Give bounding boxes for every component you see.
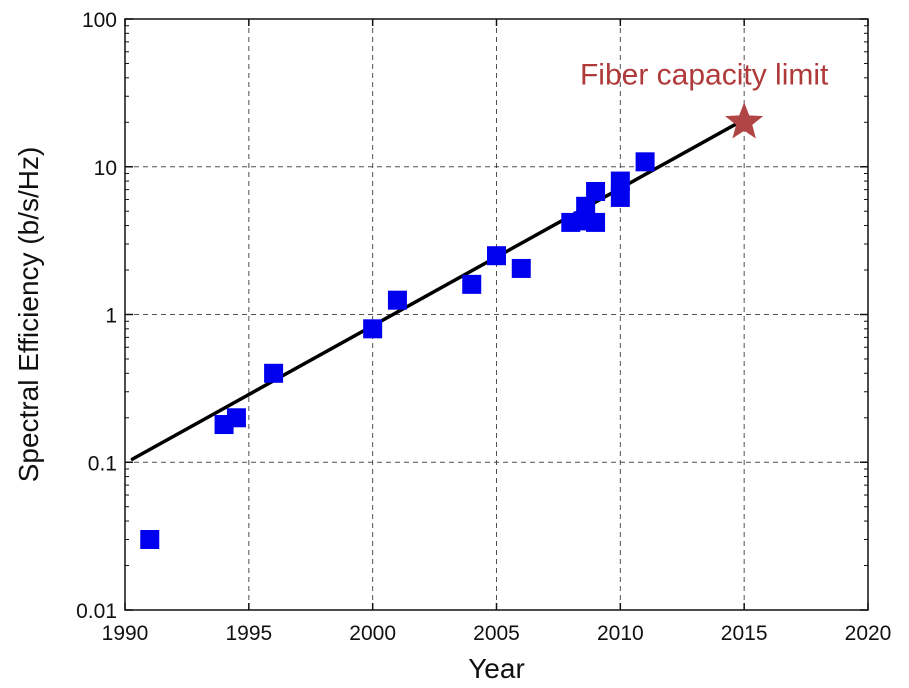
annotations: Fiber capacity limit	[580, 58, 829, 139]
data-point	[487, 246, 506, 266]
trend-lines	[130, 120, 741, 461]
x-tick-label: 2015	[721, 622, 768, 645]
x-tick-label: 1995	[225, 622, 272, 645]
tick-marks	[124, 18, 869, 611]
x-tick-labels: 1990 1995 2000 2005 2010 2015 2020	[102, 622, 892, 645]
y-axis-title: Spectral Efficiency (b/s/Hz)	[13, 147, 44, 483]
x-tick-label: 2010	[597, 622, 644, 645]
data-points	[140, 152, 655, 550]
y-tick-label: 100	[82, 9, 117, 32]
x-tick-label: 2020	[845, 622, 892, 645]
annotation-label: Fiber capacity limit	[580, 58, 829, 91]
y-tick-labels: 0.01 0.1 1 10 100	[76, 9, 117, 623]
grid	[125, 19, 868, 610]
y-tick-label: 0.1	[88, 452, 117, 475]
data-point	[387, 290, 407, 310]
x-tick-label: 2000	[349, 622, 396, 645]
data-point	[610, 171, 630, 191]
x-tick-label: 1990	[102, 622, 149, 645]
x-tick-label: 2005	[473, 622, 520, 645]
y-tick-label: 10	[94, 157, 117, 180]
data-point	[586, 181, 606, 201]
trend-line	[130, 120, 741, 461]
y-tick-label: 0.01	[76, 600, 117, 623]
data-point	[586, 212, 606, 232]
data-point	[226, 408, 246, 428]
data-point	[140, 530, 160, 550]
data-point	[363, 319, 383, 339]
x-axis-title: Year	[468, 653, 525, 684]
data-point	[635, 152, 655, 172]
data-point	[610, 187, 630, 207]
data-point	[462, 274, 482, 294]
y-tick-label: 1	[105, 305, 117, 328]
capacity-limit-star-icon	[725, 102, 764, 139]
data-point	[576, 196, 596, 216]
data-point	[264, 363, 284, 383]
data-point	[511, 258, 531, 278]
